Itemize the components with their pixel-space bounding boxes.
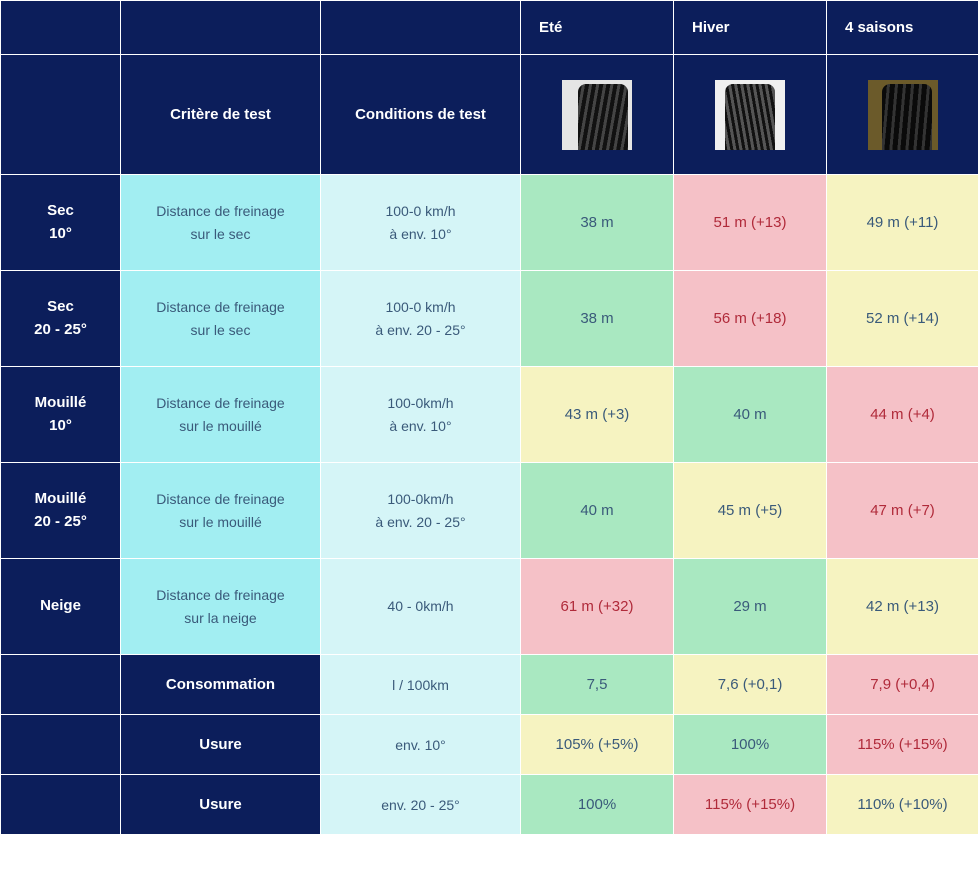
table-row: Usureenv. 10°105% (+5%)100%115% (+15%) <box>1 715 978 775</box>
row-label: Sec20 - 25° <box>1 271 121 367</box>
value-cell: 49 m (+11) <box>827 175 978 271</box>
header-season-winter: Hiver <box>674 1 827 55</box>
value-cell: 40 m <box>674 367 827 463</box>
row-label-blank <box>1 655 121 715</box>
value-cell: 56 m (+18) <box>674 271 827 367</box>
criteria-cell: Distance de freinagesur le mouillé <box>121 463 321 559</box>
table-row: Sec20 - 25°Distance de freinagesur le se… <box>1 271 978 367</box>
criteria-cell: Distance de freinagesur le sec <box>121 271 321 367</box>
condition-cell: 100-0km/hà env. 10° <box>321 367 521 463</box>
condition-cell: l / 100km <box>321 655 521 715</box>
criteria-cell: Usure <box>121 715 321 775</box>
value-cell: 115% (+15%) <box>827 715 978 775</box>
header-season-allseason: 4 saisons <box>827 1 978 55</box>
value-cell: 110% (+10%) <box>827 775 978 835</box>
header-blank <box>121 1 321 55</box>
header-criteria-label: Critère de test <box>121 55 321 175</box>
criteria-cell: Distance de freinagesur le mouillé <box>121 367 321 463</box>
value-cell: 115% (+15%) <box>674 775 827 835</box>
header-tire-image-winter <box>674 55 827 175</box>
criteria-cell: Distance de freinagesur le sec <box>121 175 321 271</box>
header-tire-image-summer <box>521 55 674 175</box>
value-cell: 45 m (+5) <box>674 463 827 559</box>
condition-cell: env. 10° <box>321 715 521 775</box>
table-row: Mouillé20 - 25°Distance de freinagesur l… <box>1 463 978 559</box>
table-row-header-images: Critère de test Conditions de test <box>1 55 978 175</box>
tire-icon <box>562 80 632 150</box>
value-cell: 44 m (+4) <box>827 367 978 463</box>
condition-cell: 100-0 km/hà env. 10° <box>321 175 521 271</box>
row-label: Mouillé20 - 25° <box>1 463 121 559</box>
value-cell: 100% <box>521 775 674 835</box>
row-label: Sec10° <box>1 175 121 271</box>
value-cell: 47 m (+7) <box>827 463 978 559</box>
header-blank <box>1 55 121 175</box>
value-cell: 38 m <box>521 271 674 367</box>
tire-icon <box>868 80 938 150</box>
value-cell: 61 m (+32) <box>521 559 674 655</box>
value-cell: 52 m (+14) <box>827 271 978 367</box>
tire-comparison-table: Eté Hiver 4 saisons Critère de test Cond… <box>0 0 978 835</box>
value-cell: 40 m <box>521 463 674 559</box>
header-blank <box>1 1 121 55</box>
header-tire-image-allseason <box>827 55 978 175</box>
value-cell: 7,6 (+0,1) <box>674 655 827 715</box>
row-label-blank <box>1 775 121 835</box>
value-cell: 43 m (+3) <box>521 367 674 463</box>
value-cell: 38 m <box>521 175 674 271</box>
header-season-summer: Eté <box>521 1 674 55</box>
row-label: Mouillé10° <box>1 367 121 463</box>
value-cell: 100% <box>674 715 827 775</box>
tire-icon <box>715 80 785 150</box>
condition-cell: 40 - 0km/h <box>321 559 521 655</box>
value-cell: 105% (+5%) <box>521 715 674 775</box>
table-row: Sec10°Distance de freinagesur le sec100-… <box>1 175 978 271</box>
value-cell: 29 m <box>674 559 827 655</box>
condition-cell: env. 20 - 25° <box>321 775 521 835</box>
value-cell: 51 m (+13) <box>674 175 827 271</box>
row-label-blank <box>1 715 121 775</box>
table-row: Mouillé10°Distance de freinagesur le mou… <box>1 367 978 463</box>
header-blank <box>321 1 521 55</box>
criteria-cell: Distance de freinagesur la neige <box>121 559 321 655</box>
table-row-header-seasons: Eté Hiver 4 saisons <box>1 1 978 55</box>
criteria-cell: Consommation <box>121 655 321 715</box>
table-row: Usureenv. 20 - 25°100%115% (+15%)110% (+… <box>1 775 978 835</box>
header-conditions-label: Conditions de test <box>321 55 521 175</box>
value-cell: 7,5 <box>521 655 674 715</box>
table-row: Consommationl / 100km7,57,6 (+0,1)7,9 (+… <box>1 655 978 715</box>
value-cell: 7,9 (+0,4) <box>827 655 978 715</box>
criteria-cell: Usure <box>121 775 321 835</box>
table-row: NeigeDistance de freinagesur la neige40 … <box>1 559 978 655</box>
condition-cell: 100-0km/hà env. 20 - 25° <box>321 463 521 559</box>
condition-cell: 100-0 km/hà env. 20 - 25° <box>321 271 521 367</box>
value-cell: 42 m (+13) <box>827 559 978 655</box>
row-label: Neige <box>1 559 121 655</box>
